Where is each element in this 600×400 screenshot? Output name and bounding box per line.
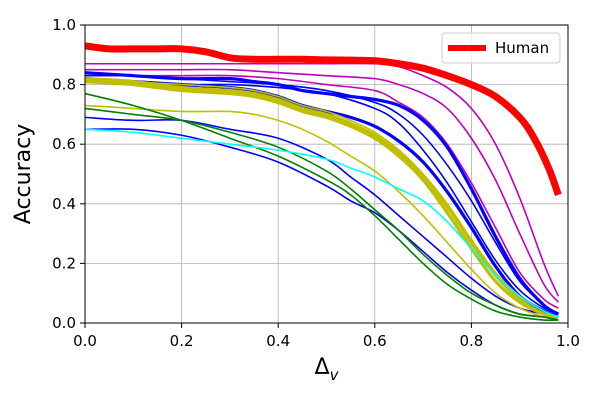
y-axis-label: Accuracy bbox=[11, 124, 36, 224]
x-tick-label: 0.6 bbox=[363, 332, 387, 350]
y-tick-label: 0.0 bbox=[52, 314, 76, 332]
x-tick-label: 0.0 bbox=[73, 332, 97, 350]
series-line-model-g1 bbox=[85, 92, 559, 322]
y-tick-label: 0.6 bbox=[52, 135, 76, 153]
x-axis-label-subscript: v bbox=[330, 366, 340, 384]
series-line-model-c1 bbox=[85, 128, 559, 318]
y-tick-label: 0.8 bbox=[52, 76, 76, 94]
x-axis-label: Δv bbox=[315, 355, 340, 384]
plot-frame bbox=[84, 24, 569, 324]
series-line-model-b1 bbox=[85, 71, 560, 316]
y-tick-label: 0.2 bbox=[52, 254, 76, 272]
x-tick-label: 0.8 bbox=[459, 332, 483, 350]
series-line-model-y2 bbox=[85, 80, 559, 319]
series-line-model-m2 bbox=[85, 68, 559, 303]
series-line-model-y4 bbox=[85, 77, 559, 318]
series-line-model-g2 bbox=[85, 107, 559, 321]
legend: Human bbox=[441, 32, 561, 64]
y-tick-label: 1.0 bbox=[52, 16, 76, 34]
series-line-human bbox=[85, 42, 562, 197]
legend-box bbox=[441, 32, 561, 64]
series-line-model-b3 bbox=[85, 74, 559, 315]
x-tick-label: 0.2 bbox=[170, 332, 194, 350]
x-axis-label-main: Δ bbox=[315, 355, 330, 380]
legend-label-human: Human bbox=[495, 39, 549, 57]
y-tick-label: 0.4 bbox=[52, 195, 76, 213]
series-line-model-b5 bbox=[85, 116, 559, 318]
x-tick-label: 1.0 bbox=[556, 332, 580, 350]
ticks: 0.0 0.2 0.4 0.6 0.8 1.0 0.0 0.2 0.4 0.6 0.8 1.0 bbox=[52, 16, 580, 350]
x-tick-label: 0.4 bbox=[266, 332, 290, 350]
series-group bbox=[85, 42, 562, 322]
series-line-model-y3 bbox=[85, 104, 559, 321]
series-line-model-m3 bbox=[85, 74, 559, 309]
